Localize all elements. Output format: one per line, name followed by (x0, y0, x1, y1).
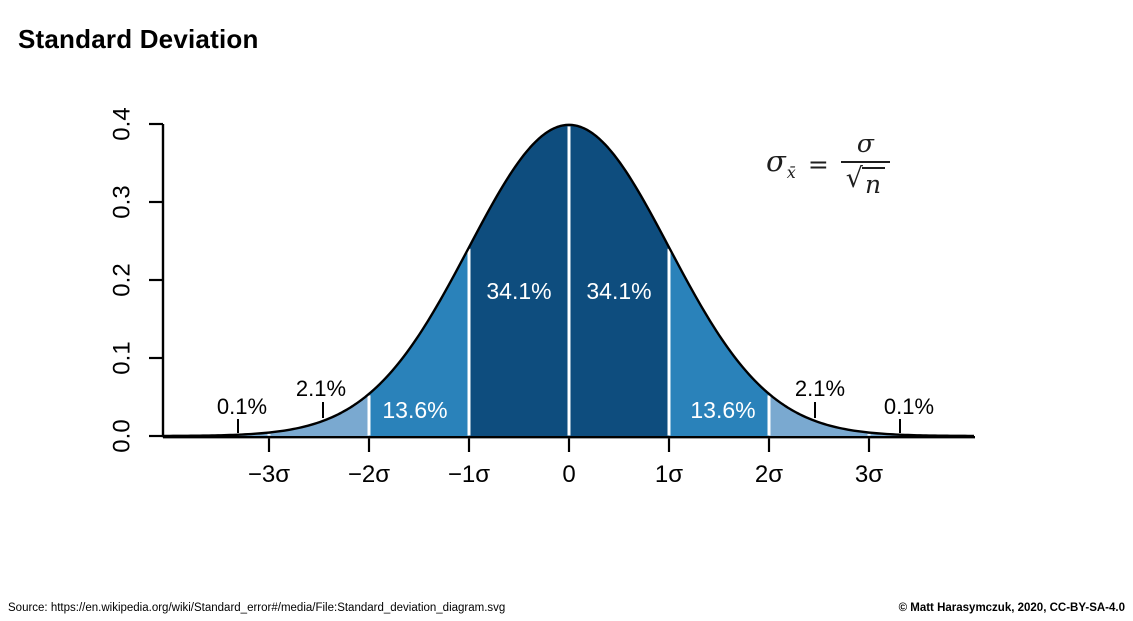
x-tick-label: −1σ (448, 461, 490, 488)
x-tick-label: −3σ (248, 461, 290, 488)
x-tick-label: −2σ (348, 461, 390, 488)
tail-percentage-label: 0.1% (217, 394, 267, 419)
x-tick-label: 3σ (855, 461, 883, 488)
page-title: Standard Deviation (18, 24, 259, 54)
formula-lhs: σx̄ (766, 147, 796, 181)
tail-percentage-label: 0.1% (884, 394, 934, 419)
y-tick-label: 0.3 (109, 185, 136, 218)
band-percentage-label: 13.6% (690, 397, 755, 423)
copyright-credit: © Matt Harasymczuk, 2020, CC-BY-SA-4.0 (898, 602, 1125, 614)
radical-sign: √ (845, 163, 863, 194)
tail-percentage-label: 2.1% (296, 376, 346, 401)
region-2.1% (269, 393, 369, 436)
y-tick-label: 0.4 (109, 107, 136, 140)
inner-percentage-labels: 34.1% 34.1% 13.6% 13.6% (382, 278, 755, 423)
x-tick-label: 0 (562, 461, 575, 488)
x-tick-label: 2σ (755, 461, 783, 488)
equals-sign: = (807, 149, 829, 179)
radicand: n (862, 167, 886, 197)
fraction-numerator: σ (856, 129, 874, 158)
tail-percentage-label: 2.1% (795, 376, 845, 401)
sigma-separators (267, 126, 871, 436)
band-percentage-label: 34.1% (586, 278, 651, 304)
x-tick-label: 1σ (655, 461, 683, 488)
fraction-denominator: √ n (840, 161, 891, 197)
xbar-subscript: x̄ (786, 163, 796, 182)
x-axis-ticks: −3σ −2σ −1σ 0 1σ 2σ 3σ (248, 438, 883, 488)
band-percentage-label: 34.1% (486, 278, 551, 304)
y-tick-label: 0.0 (109, 419, 136, 452)
fraction: σ √ n (840, 129, 891, 197)
outer-percentage-labels: 0.1% 2.1% 2.1% 0.1% (217, 376, 934, 433)
source-attribution: Source: https://en.wikipedia.org/wiki/St… (8, 602, 506, 614)
y-axis-ticks: 0.0 0.1 0.2 0.3 0.4 (109, 107, 163, 453)
y-tick-label: 0.2 (109, 263, 136, 296)
standard-error-formula: σx̄ = σ √ n (766, 129, 891, 197)
y-tick-label: 0.1 (109, 341, 136, 374)
band-percentage-label: 13.6% (382, 397, 447, 423)
region-2.1% (769, 393, 869, 436)
bell-curve (163, 123, 975, 438)
sigma-symbol: σ (766, 144, 786, 178)
